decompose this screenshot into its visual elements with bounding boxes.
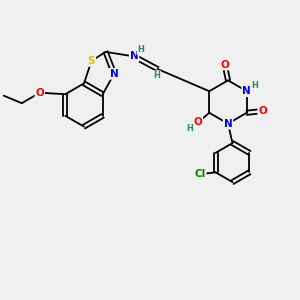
Text: O: O [194,117,202,128]
Text: O: O [220,59,230,70]
Text: O: O [35,88,44,98]
Text: Cl: Cl [194,169,206,179]
Text: N: N [110,69,118,79]
Text: N: N [242,86,251,96]
Text: H: H [154,71,160,80]
Text: H: H [186,124,193,133]
Text: N: N [224,118,232,129]
Text: N: N [130,51,139,62]
Text: H: H [137,45,144,54]
Text: O: O [258,106,267,116]
Text: S: S [88,56,95,66]
Text: H: H [252,81,259,90]
